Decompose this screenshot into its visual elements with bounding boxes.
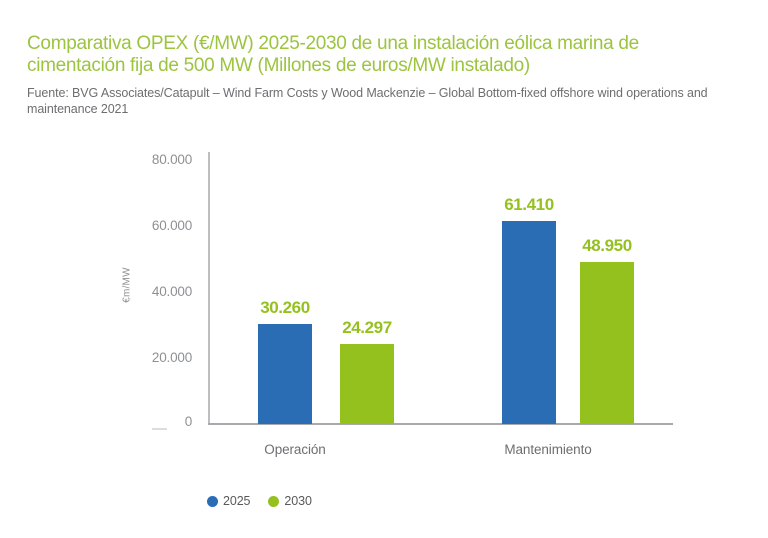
- legend-swatch-icon-2030: [268, 495, 280, 507]
- legend-label-2030: 2030: [284, 494, 312, 508]
- x-category-mantenimiento: Mantenimiento: [504, 442, 592, 457]
- chart-title-line-2: cimentación fija de 500 MW (Millones de …: [27, 55, 530, 76]
- y-tick-60000: 60.000: [151, 218, 192, 233]
- chart-title-line-1: Comparativa OPEX (€/MW) 2025-2030 de una…: [27, 33, 639, 54]
- bar-mantenimiento-2025: [502, 221, 556, 424]
- y-tick-80000: 80.000: [151, 152, 192, 167]
- bar-operacion-2030: [340, 344, 394, 424]
- bar-value-operacion-2030: 24.297: [342, 318, 392, 337]
- legend-swatch-icon-2025: [207, 495, 218, 507]
- legend-label-2025: 2025: [223, 494, 251, 508]
- bar-value-mantenimiento-2030: 48.950: [582, 236, 632, 255]
- chart-title: Comparativa OPEX (€/MW) 2025-2030 de una…: [27, 33, 742, 77]
- y-axis-line: [208, 152, 210, 424]
- bar-operacion-2025: [258, 324, 312, 424]
- y-tick-0: 0: [184, 414, 193, 429]
- y-axis-title: €m/MW: [121, 267, 133, 303]
- axis-tick-mark: [152, 428, 167, 430]
- chart-legend: 2025 2030: [207, 494, 312, 508]
- bar-value-operacion-2025: 30.260: [260, 298, 310, 317]
- chart-source-line-1: Fuente: BVG Associates/Catapult – Wind F…: [27, 86, 708, 100]
- y-tick-40000: 40.000: [151, 284, 192, 299]
- chart-source: Fuente: BVG Associates/Catapult – Wind F…: [27, 85, 752, 117]
- legend-item-2025: 2025: [207, 494, 251, 508]
- legend-item-2030: 2030: [268, 494, 312, 508]
- y-tick-20000: 20.000: [151, 350, 192, 365]
- bar-value-mantenimiento-2025: 61.410: [504, 195, 554, 214]
- bar-mantenimiento-2030: [580, 262, 634, 424]
- chart-source-line-2: maintenance 2021: [27, 102, 129, 116]
- x-category-operacion: Operación: [264, 442, 326, 457]
- x-axis-line: [208, 423, 673, 425]
